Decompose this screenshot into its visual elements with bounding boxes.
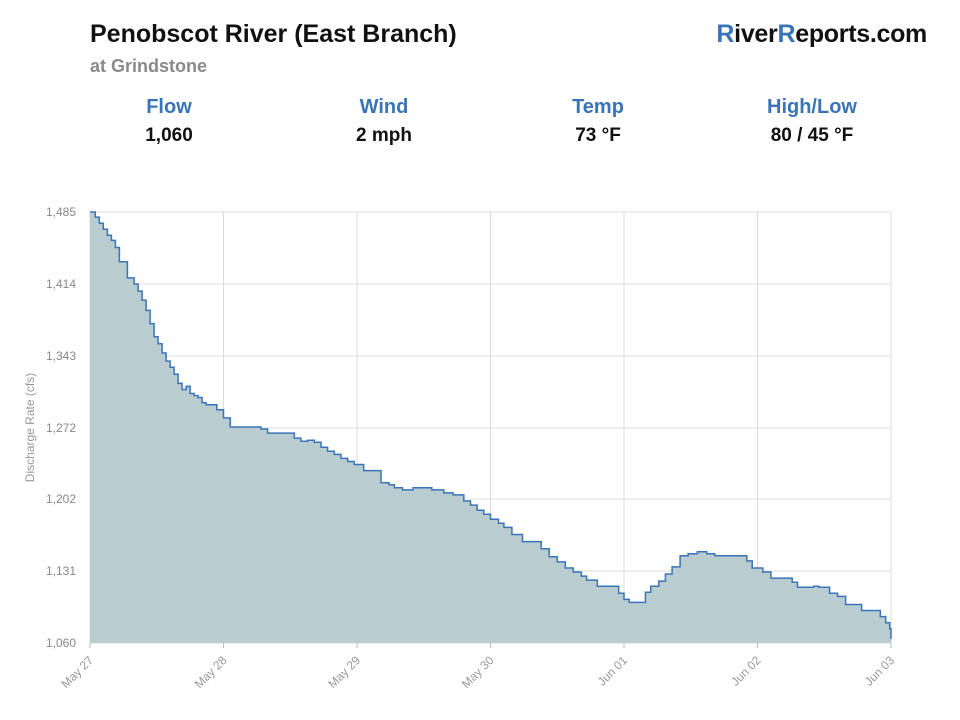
x-tick-label: May 28 (192, 653, 230, 691)
brand-text-eports: eports.com (795, 20, 927, 48)
stat-temp-value: 73 °F (575, 125, 621, 146)
stat-flow-label: Flow (146, 96, 192, 118)
stat-flow-value: 1,060 (145, 125, 193, 146)
stat-wind-value: 2 mph (356, 125, 412, 146)
y-axis-label: Discharge Rate (cfs) (23, 373, 37, 482)
page-subtitle: at Grindstone (90, 56, 208, 76)
y-tick-label: 1,414 (46, 277, 76, 291)
y-tick-label: 1,343 (46, 349, 76, 363)
brand-letter-r2: R (777, 20, 796, 48)
x-tick-label: May 27 (58, 653, 96, 691)
brand-logo[interactable]: RiverReports.com (716, 20, 927, 49)
y-tick-label: 1,060 (46, 636, 76, 650)
x-tick-label: May 29 (325, 653, 363, 691)
stat-wind: Wind 2 mph (294, 96, 474, 147)
x-tick-label: Jun 01 (595, 653, 631, 689)
stat-high-low: High/Low 80 / 45 °F (722, 96, 902, 147)
y-axis-ticks: 1,060 1,131 1,202 1,272 1,343 1,414 1,485 (46, 205, 76, 650)
x-axis-ticks: May 27 May 28 May 29 May 30 Jun 01 Jun 02 Jun … (58, 653, 897, 691)
discharge-area (90, 212, 891, 643)
x-tick-label: May 30 (459, 653, 497, 691)
stat-flow: Flow 1,060 (79, 96, 259, 147)
stat-temp-label: Temp (572, 96, 624, 118)
y-tick-label: 1,202 (46, 492, 76, 506)
y-tick-label: 1,131 (46, 564, 76, 578)
brand-text-iver: iver (734, 20, 778, 48)
stat-wind-label: Wind (359, 96, 409, 118)
stat-high-low-label: High/Low (767, 96, 857, 118)
stat-temp: Temp 73 °F (508, 96, 688, 147)
x-tick-label: Jun 03 (862, 653, 898, 689)
y-tick-label: 1,485 (46, 205, 76, 219)
page-title: Penobscot River (East Branch) (90, 20, 457, 48)
stat-high-low-value: 80 / 45 °F (770, 125, 854, 146)
y-tick-label: 1,272 (46, 421, 76, 435)
discharge-line[interactable] (90, 211, 892, 639)
x-tick-label: Jun 02 (728, 653, 764, 689)
brand-letter-r1: R (716, 20, 735, 48)
